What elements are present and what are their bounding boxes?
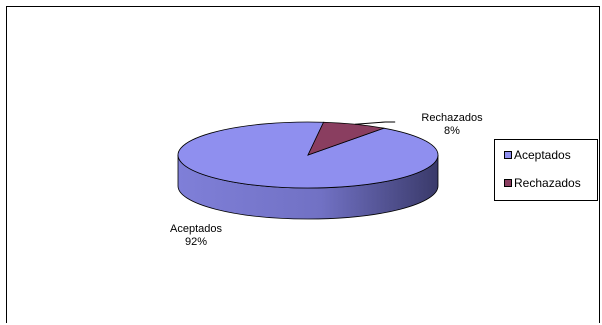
legend: Aceptados Rechazados	[494, 139, 598, 201]
legend-item-aceptados: Aceptados	[504, 148, 571, 162]
data-label-rechazados-value: 8%	[444, 125, 460, 137]
data-label-aceptados-name: Aceptados	[170, 223, 222, 235]
pie-slice-rechazados	[307, 121, 386, 156]
legend-swatch-aceptados	[504, 151, 512, 159]
legend-label-rechazados: Rechazados	[514, 176, 581, 190]
data-label-rechazados-name: Rechazados	[421, 112, 483, 124]
legend-swatch-rechazados	[504, 179, 512, 187]
legend-label-aceptados: Aceptados	[514, 148, 571, 162]
legend-item-rechazados: Rechazados	[504, 176, 581, 190]
data-label-aceptados-value: 92%	[185, 236, 207, 248]
leader-line-rechazados	[355, 121, 396, 125]
